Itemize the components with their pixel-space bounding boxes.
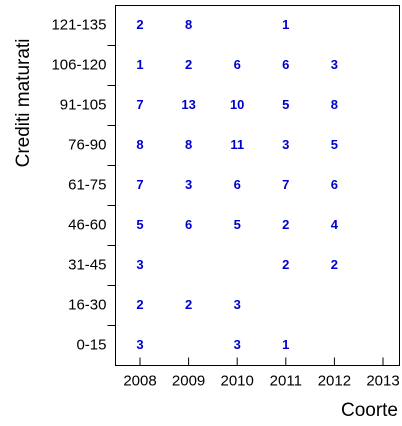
y-tick-label: 121-135	[51, 16, 106, 33]
y-tick-label: 31-45	[68, 256, 106, 273]
cell-value: 7	[282, 177, 289, 192]
cell-value: 6	[331, 177, 338, 192]
cell-value: 3	[331, 57, 338, 72]
cell-value: 8	[331, 97, 338, 112]
y-tick-label: 16-30	[68, 296, 106, 313]
cell-value: 10	[230, 97, 244, 112]
x-tick-label: 2012	[318, 372, 351, 389]
y-tick-label: 106-120	[51, 56, 106, 73]
cell-value: 1	[136, 57, 143, 72]
cell-value: 6	[234, 177, 241, 192]
x-tick-label: 2009	[172, 372, 205, 389]
cell-value: 2	[282, 217, 289, 232]
cell-value: 2	[185, 297, 192, 312]
plot-frame	[115, 5, 400, 366]
cell-value: 7	[136, 177, 143, 192]
y-tick-label: 76-90	[68, 136, 106, 153]
cell-value: 11	[230, 137, 244, 152]
cell-value: 5	[282, 97, 289, 112]
y-axis-title: Crediti maturati	[13, 39, 34, 168]
y-tick-label: 91-105	[60, 96, 107, 113]
cell-value: 2	[282, 257, 289, 272]
cell-value: 8	[185, 137, 192, 152]
cell-value: 3	[282, 137, 289, 152]
x-axis-title: Coorte	[341, 400, 398, 421]
x-tick-label: 2010	[221, 372, 254, 389]
cell-value: 4	[331, 217, 339, 232]
y-tick-label: 61-75	[68, 176, 106, 193]
cell-value: 2	[136, 297, 143, 312]
y-tick-label: 46-60	[68, 216, 106, 233]
cell-value: 3	[234, 337, 241, 352]
cell-value: 3	[136, 257, 143, 272]
cell-value: 6	[282, 57, 289, 72]
cell-value: 6	[234, 57, 241, 72]
cell-value: 5	[234, 217, 241, 232]
cell-value: 3	[136, 337, 143, 352]
cell-value: 2	[185, 57, 192, 72]
cell-value: 5	[136, 217, 143, 232]
y-tick-label: 0-15	[76, 336, 106, 353]
cell-value: 3	[234, 297, 241, 312]
cell-value: 2	[331, 257, 338, 272]
x-tick-label: 2011	[270, 372, 302, 389]
cell-value: 8	[185, 17, 192, 32]
x-tick-label: 2008	[123, 372, 156, 389]
cell-value: 3	[185, 177, 192, 192]
x-tick-label: 2013	[366, 372, 399, 389]
cell-value: 1	[282, 337, 289, 352]
cell-value: 7	[136, 97, 143, 112]
cell-value: 13	[181, 97, 195, 112]
cell-value: 8	[136, 137, 143, 152]
cell-value: 2	[136, 17, 143, 32]
cell-value: 6	[185, 217, 192, 232]
cell-value: 1	[282, 17, 289, 32]
cell-value: 5	[331, 137, 338, 152]
